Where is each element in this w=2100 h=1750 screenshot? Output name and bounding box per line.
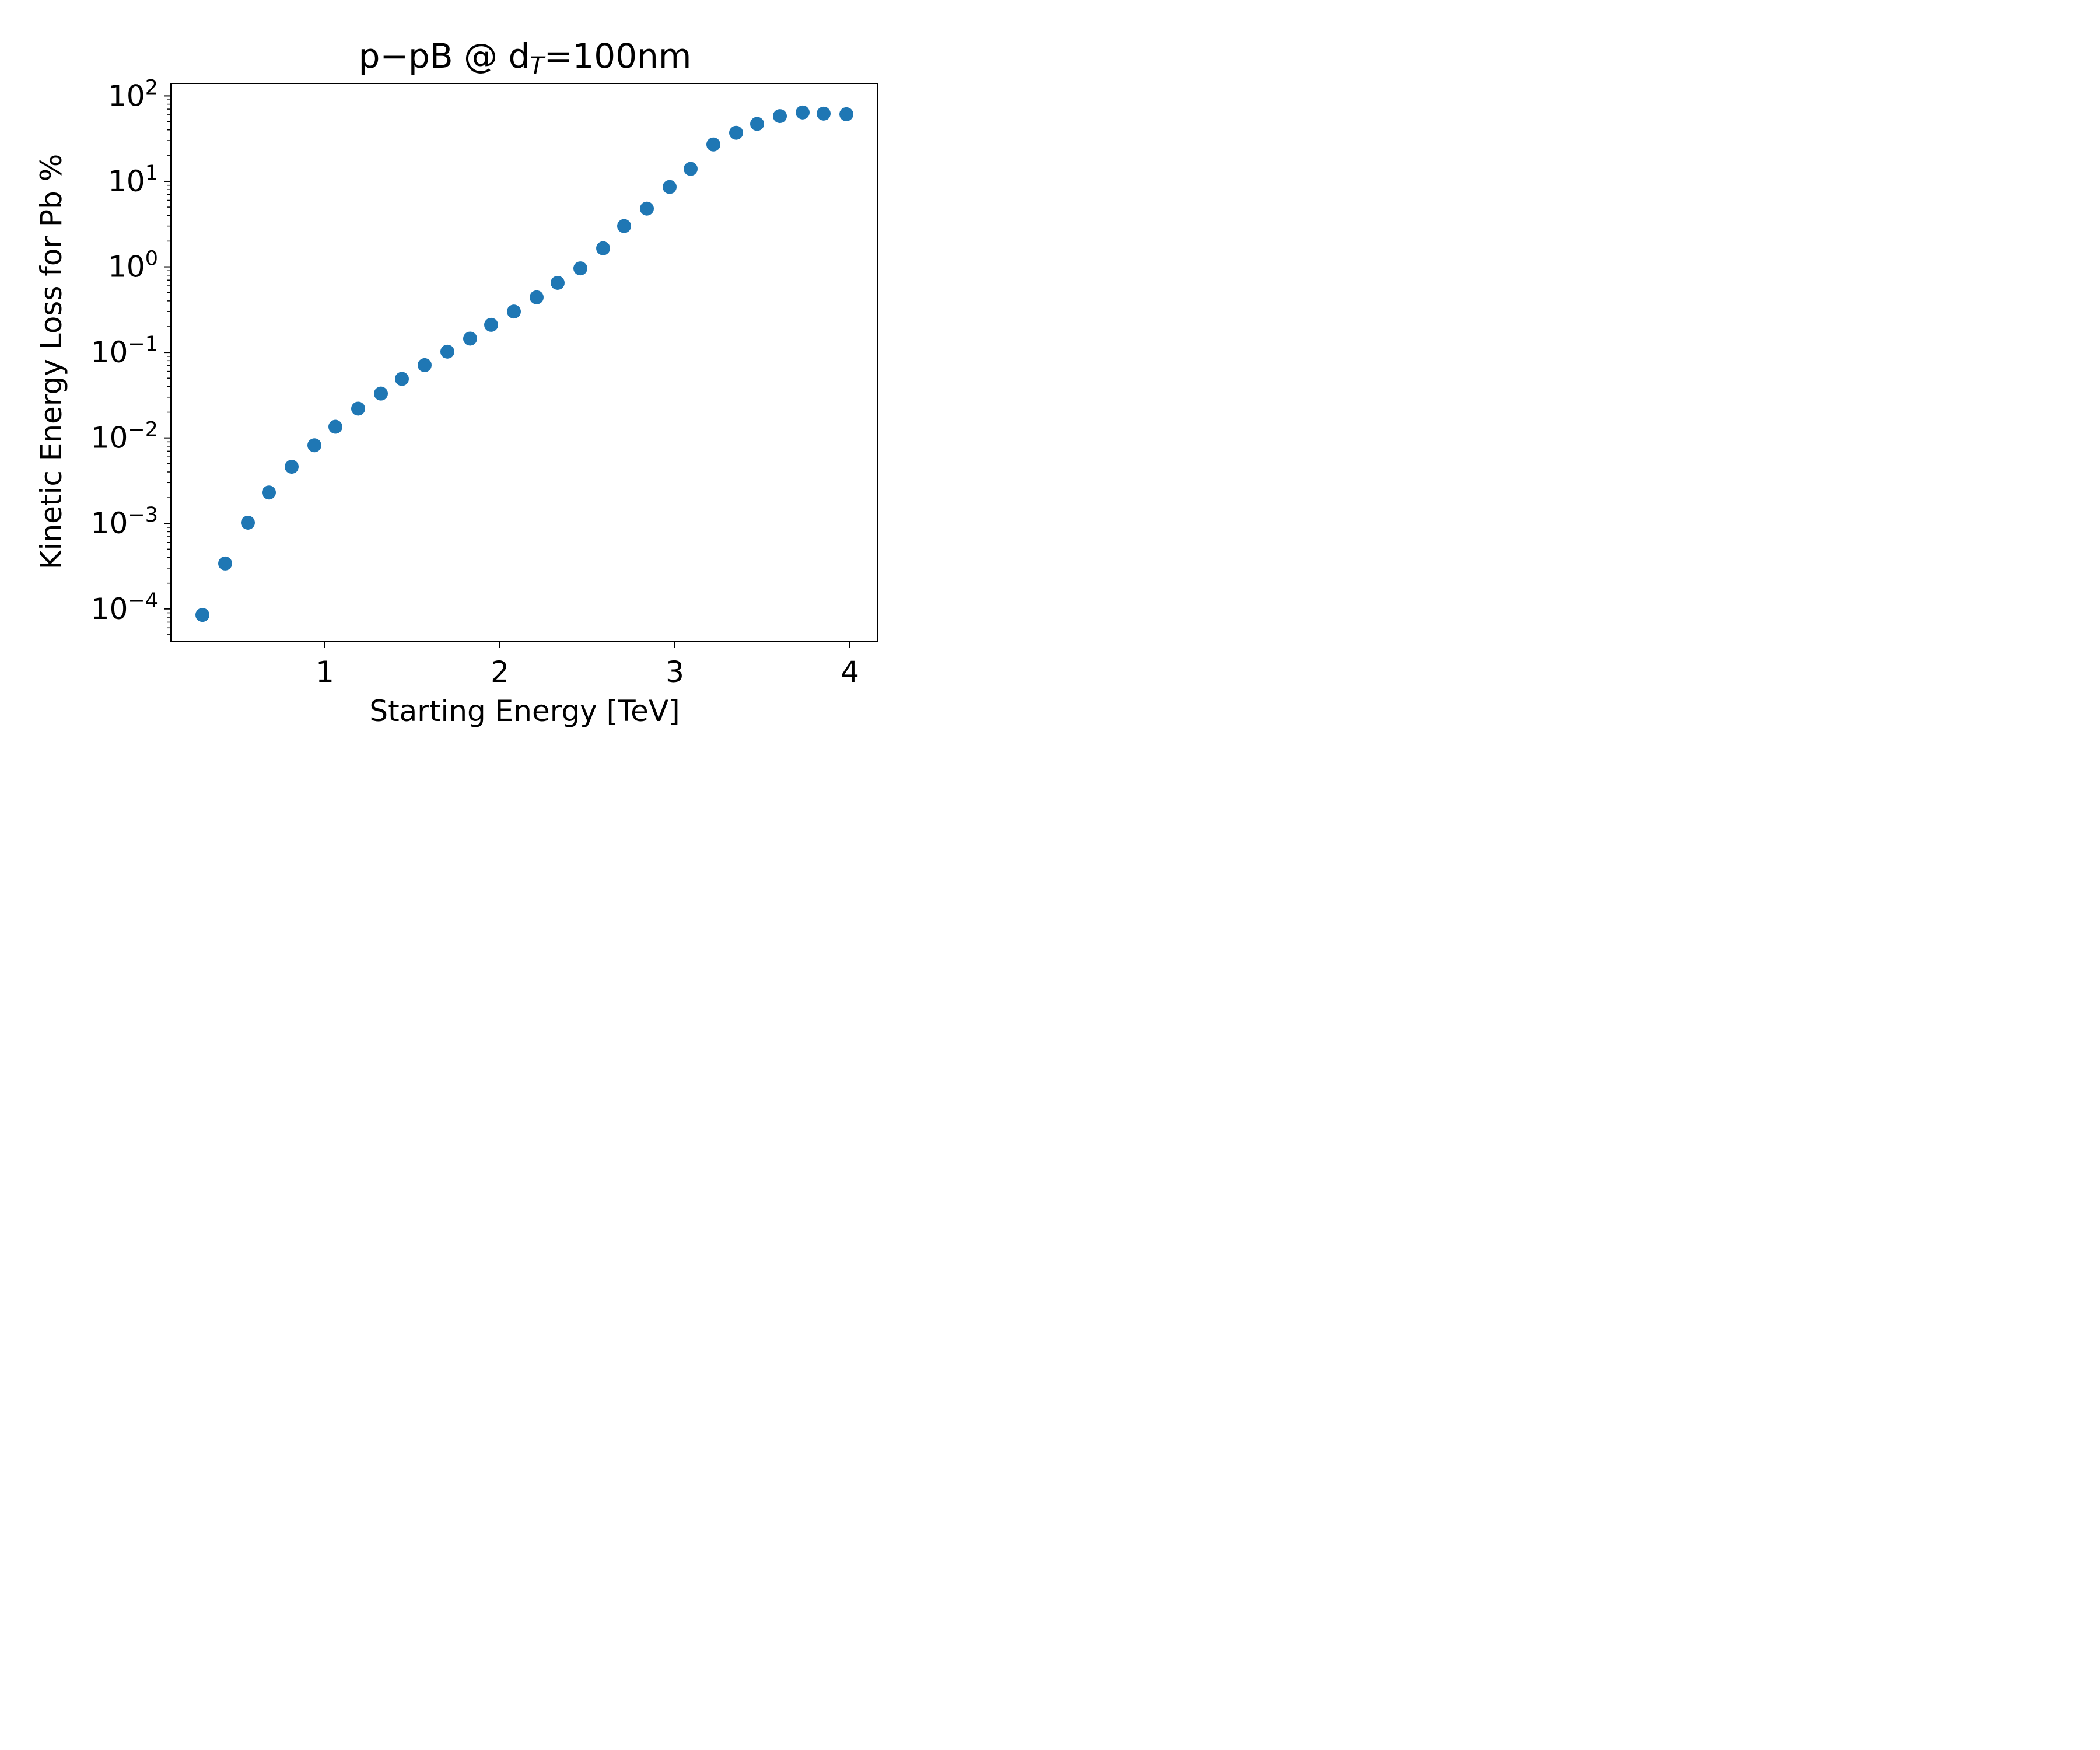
y-tick-label: 10−3 bbox=[91, 503, 158, 540]
plot-frame bbox=[170, 83, 878, 642]
data-point bbox=[463, 331, 477, 346]
data-point bbox=[351, 401, 365, 416]
data-point bbox=[796, 105, 810, 120]
data-point bbox=[640, 201, 654, 216]
data-points bbox=[195, 105, 853, 622]
x-axis: 1 2 3 4 bbox=[316, 641, 859, 689]
plot-area bbox=[170, 83, 878, 642]
y-tick-label: 101 bbox=[108, 162, 158, 198]
data-point bbox=[596, 241, 610, 256]
data-point bbox=[530, 290, 544, 304]
y-axis-label: Kinetic Energy Loss for Pb % bbox=[34, 153, 68, 570]
data-point bbox=[395, 372, 409, 386]
data-point bbox=[839, 107, 853, 121]
y-tick-label: 10−2 bbox=[91, 418, 158, 455]
x-tick-label: 3 bbox=[666, 655, 684, 689]
x-axis-label: Starting Energy [TeV] bbox=[369, 694, 680, 728]
data-point bbox=[374, 386, 388, 401]
data-point bbox=[706, 137, 720, 152]
x-tick-label: 4 bbox=[841, 655, 859, 689]
data-point bbox=[262, 485, 276, 500]
data-point bbox=[663, 180, 677, 194]
data-point bbox=[285, 460, 299, 474]
scatter-chart: 10−4 10−3 10−2 10−1 100 101 102 1 2 3 4 bbox=[91, 76, 878, 689]
data-point bbox=[573, 261, 587, 276]
x-tick-label: 2 bbox=[491, 655, 509, 689]
data-point bbox=[729, 125, 743, 140]
x-tick-label: 1 bbox=[316, 655, 334, 689]
y-tick-label: 10−1 bbox=[91, 332, 158, 369]
y-tick-label: 10−4 bbox=[91, 589, 158, 626]
y-axis: 10−4 10−3 10−2 10−1 100 101 102 bbox=[91, 76, 171, 635]
data-point bbox=[617, 219, 631, 233]
y-tick-label: 100 bbox=[108, 247, 158, 284]
data-point bbox=[773, 109, 787, 124]
chart-title: p−pB @ dT=100nm bbox=[358, 36, 692, 79]
data-point bbox=[507, 304, 521, 319]
data-point bbox=[750, 117, 764, 131]
data-point bbox=[307, 438, 321, 453]
data-point bbox=[195, 608, 209, 622]
data-point bbox=[418, 358, 432, 372]
data-point bbox=[484, 317, 498, 332]
data-point bbox=[440, 344, 454, 359]
data-point bbox=[551, 275, 565, 290]
y-tick-label: 102 bbox=[108, 76, 158, 113]
data-point bbox=[328, 419, 342, 434]
data-point bbox=[817, 106, 831, 121]
data-point bbox=[684, 162, 698, 176]
data-point bbox=[218, 556, 232, 570]
data-point bbox=[241, 515, 255, 530]
